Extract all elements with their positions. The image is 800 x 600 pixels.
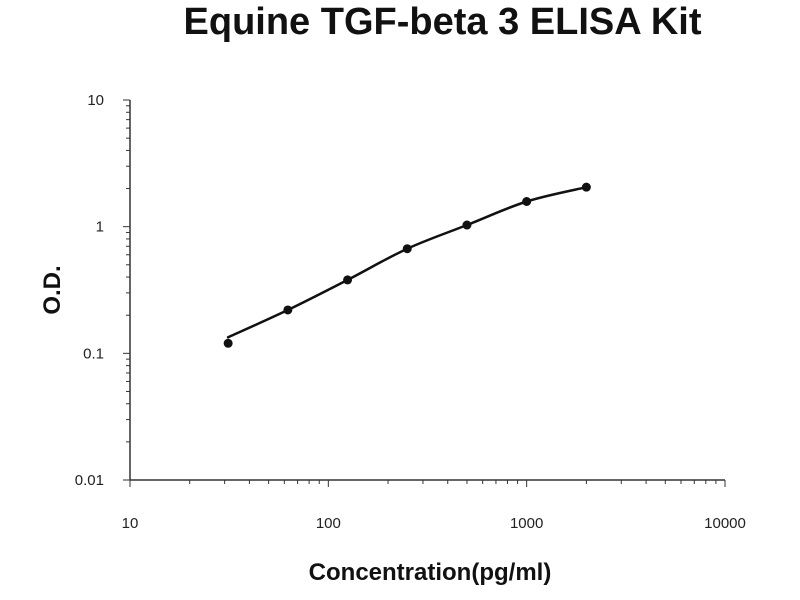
tick-marks (123, 99, 726, 487)
x-tick-label: 1000 (510, 515, 543, 532)
data-point (522, 197, 532, 207)
data-point (462, 220, 472, 230)
y-tick-label: 0.1 (83, 345, 104, 362)
y-axis-title: O.D. (39, 265, 66, 314)
x-tick-label: 10000 (704, 515, 746, 532)
x-tick-label: 100 (316, 515, 341, 532)
x-axis-title: Concentration(pg/ml) (309, 559, 552, 586)
fit-curve (226, 185, 588, 339)
tick-labels: 10 100 1000 10000 10 1 0.1 0.01 (75, 92, 746, 532)
data-point (223, 338, 233, 348)
data-point (343, 275, 353, 285)
axes (129, 100, 725, 481)
data-points (223, 182, 591, 348)
fit-curve-layer (226, 185, 588, 339)
data-point (402, 244, 412, 254)
data-point (581, 182, 591, 192)
data-point (283, 305, 293, 315)
y-tick-label: 1 (96, 219, 104, 236)
y-tick-label: 10 (87, 92, 104, 109)
x-tick-label: 10 (122, 515, 139, 532)
y-tick-label: 0.01 (75, 472, 104, 489)
chart-title: Equine TGF-beta 3 ELISA Kit (183, 1, 702, 43)
